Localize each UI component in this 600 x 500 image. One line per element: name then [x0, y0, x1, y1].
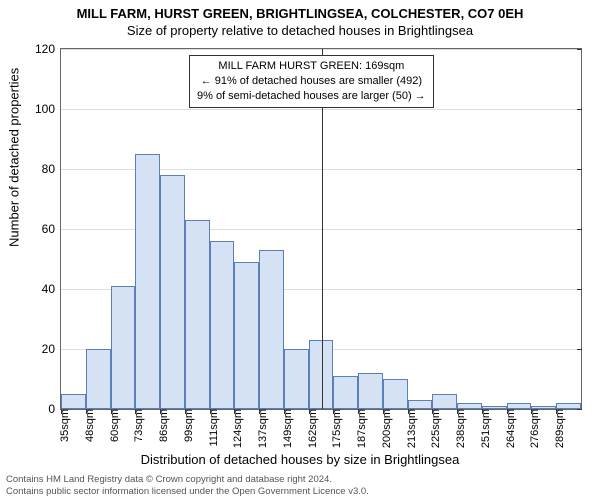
histogram-bar: [259, 250, 284, 409]
histogram-bar: [309, 340, 334, 409]
y-tick-mark: [577, 49, 582, 50]
x-tick-label: 238sqm: [453, 409, 467, 448]
x-tick-label: 149sqm: [280, 409, 294, 448]
annotation-line-3: 9% of semi-detached houses are larger (5…: [197, 89, 426, 104]
y-tick-label: 80: [42, 162, 61, 176]
histogram-bar: [185, 220, 210, 409]
annotation-box: MILL FARM HURST GREEN: 169sqm ← 91% of d…: [189, 55, 434, 108]
y-tick-mark: [577, 169, 582, 170]
annotation-line-2: ← 91% of detached houses are smaller (49…: [197, 74, 426, 89]
histogram-bar: [61, 394, 86, 409]
histogram-bar: [284, 349, 309, 409]
x-tick-label: 213sqm: [404, 409, 418, 448]
x-tick-label: 137sqm: [255, 409, 269, 448]
histogram-bar: [333, 376, 358, 409]
x-tick-label: 48sqm: [82, 409, 96, 442]
x-tick-label: 251sqm: [478, 409, 492, 448]
y-tick-mark: [577, 289, 582, 290]
x-tick-label: 60sqm: [107, 409, 121, 442]
histogram-bar: [358, 373, 383, 409]
x-tick-label: 35sqm: [57, 409, 71, 442]
x-tick-label: 99sqm: [181, 409, 195, 442]
histogram-bar: [408, 400, 433, 409]
x-tick-label: 162sqm: [305, 409, 319, 448]
x-axis-label: Distribution of detached houses by size …: [0, 452, 600, 467]
y-tick-mark: [577, 109, 582, 110]
y-tick-mark: [577, 229, 582, 230]
footer-line-1: Contains HM Land Registry data © Crown c…: [6, 474, 369, 485]
y-tick-label: 40: [42, 282, 61, 296]
y-tick-label: 100: [35, 102, 61, 116]
x-tick-label: 200sqm: [379, 409, 393, 448]
y-tick-label: 120: [35, 42, 61, 56]
annotation-line-1: MILL FARM HURST GREEN: 169sqm: [197, 59, 426, 74]
grid-line: [61, 49, 581, 50]
y-axis-label-wrap: Number of detached properties: [0, 0, 22, 500]
x-tick-label: 289sqm: [552, 409, 566, 448]
x-tick-label: 276sqm: [527, 409, 541, 448]
x-tick-label: 73sqm: [131, 409, 145, 442]
histogram-bar: [432, 394, 457, 409]
x-tick-label: 111sqm: [206, 409, 220, 447]
x-tick-label: 225sqm: [428, 409, 442, 448]
chart-title: MILL FARM, HURST GREEN, BRIGHTLINGSEA, C…: [0, 0, 600, 21]
y-tick-label: 20: [42, 342, 61, 356]
histogram-bar: [210, 241, 235, 409]
x-tick-label: 264sqm: [503, 409, 517, 448]
histogram-bar: [135, 154, 160, 409]
y-tick-mark: [577, 409, 582, 410]
histogram-bar: [234, 262, 259, 409]
plot-area: 02040608010012035sqm48sqm60sqm73sqm86sqm…: [60, 48, 582, 410]
y-tick-label: 60: [42, 222, 61, 236]
x-tick-label: 187sqm: [354, 409, 368, 448]
histogram-bar: [383, 379, 408, 409]
y-axis-label: Number of detached properties: [7, 68, 22, 247]
histogram-bar: [160, 175, 185, 409]
x-tick-label: 175sqm: [329, 409, 343, 448]
y-tick-mark: [577, 349, 582, 350]
x-tick-label: 124sqm: [230, 409, 244, 448]
chart-container: MILL FARM, HURST GREEN, BRIGHTLINGSEA, C…: [0, 0, 600, 500]
chart-subtitle: Size of property relative to detached ho…: [0, 21, 600, 38]
x-tick-label: 86sqm: [156, 409, 170, 442]
histogram-bar: [86, 349, 111, 409]
grid-line: [61, 109, 581, 110]
footer-line-2: Contains public sector information licen…: [6, 486, 369, 497]
histogram-bar: [111, 286, 136, 409]
footer: Contains HM Land Registry data © Crown c…: [6, 474, 369, 497]
